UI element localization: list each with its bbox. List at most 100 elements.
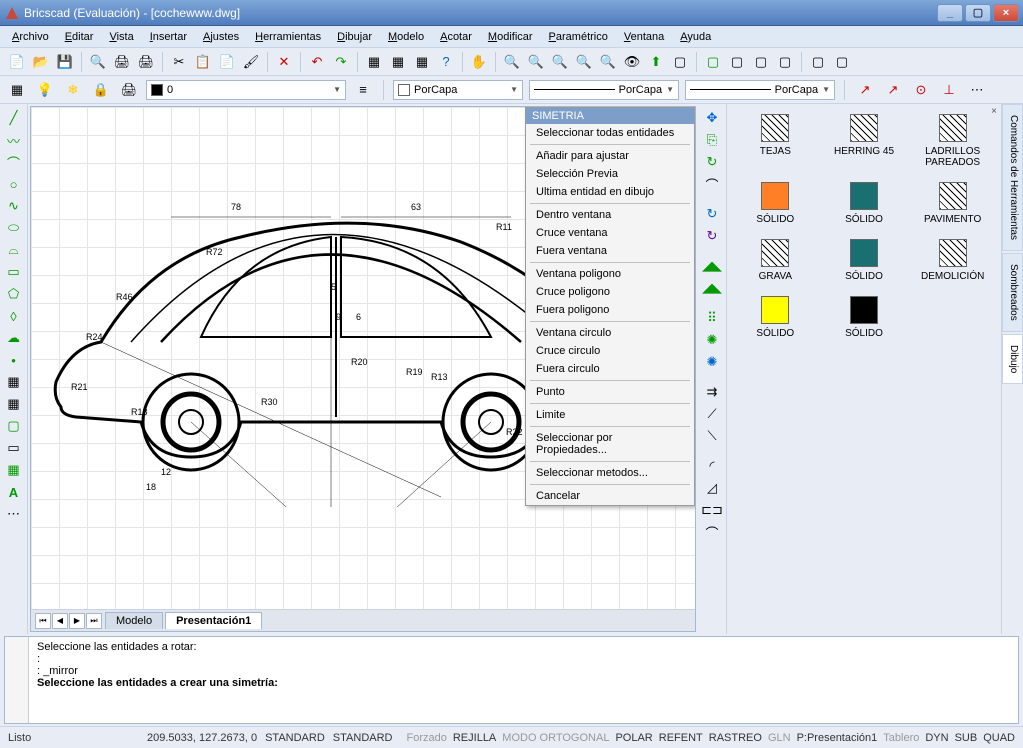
palette-item[interactable]: DEMOLICIÓN [910,235,995,286]
move-icon[interactable]: ✥ [701,108,723,128]
context-item[interactable]: Cruce poligono [526,283,694,301]
status-toggle[interactable]: SUB [955,732,978,744]
vtab-0[interactable]: Comandos de Herramientas [1002,104,1023,251]
view3d-icon[interactable]: ▢ [669,51,691,73]
palette-item[interactable]: SÓLIDO [822,178,907,229]
help-icon[interactable]: ? [435,51,457,73]
status-toggle[interactable]: RASTREO [709,732,762,744]
redo-icon[interactable]: ↷ [330,51,352,73]
palette-item[interactable]: SÓLIDO [733,178,818,229]
layer-freeze-icon[interactable]: ❄ [62,79,84,101]
layers-icon[interactable]: ≡ [352,79,374,101]
menu-modelo[interactable]: Modelo [380,29,432,45]
menu-herramientas[interactable]: Herramientas [247,29,329,45]
array3-icon[interactable]: ✺ [701,352,723,372]
trim-icon[interactable]: ⟋ [701,404,723,424]
zoom-extents-icon[interactable]: 🔍 [573,51,595,73]
layout2-icon[interactable]: ▢ [726,51,748,73]
region-icon[interactable]: ▢ [3,416,25,436]
context-item[interactable]: Seleccionar todas entidades [526,124,694,142]
vtab-2[interactable]: Dibujo [1002,334,1023,384]
menu-vista[interactable]: Vista [101,29,141,45]
ellipse-arc-icon[interactable]: ⌓ [3,240,25,260]
status-toggle[interactable]: P:Presentación1 [797,732,878,744]
close-button[interactable]: × [993,4,1019,22]
copy-icon[interactable]: 📋 [192,51,214,73]
text-icon[interactable]: A [3,482,25,502]
save-icon[interactable]: 💾 [54,51,76,73]
sheet-presentacion1[interactable]: Presentación1 [165,612,262,629]
layer-combo[interactable]: 0 ▼ [146,80,346,100]
boundary-icon[interactable]: ◊ [3,306,25,326]
context-item[interactable]: Punto [526,383,694,401]
regen-icon[interactable]: 👁 [621,51,643,73]
mirror-icon[interactable]: ◢◣ [701,256,723,276]
minimize-button[interactable]: _ [937,4,963,22]
wipeout-icon[interactable]: ▭ [3,438,25,458]
new-icon[interactable]: 📄 [6,51,28,73]
palette-item[interactable]: PAVIMENTO [910,178,995,229]
dim5-icon[interactable]: ⋯ [966,79,988,101]
cascade-icon[interactable]: ▢ [831,51,853,73]
print-icon[interactable]: 🖨 [111,51,133,73]
menu-acotar[interactable]: Acotar [432,29,480,45]
sheet-modelo[interactable]: Modelo [105,612,163,629]
undo-icon[interactable]: ↶ [306,51,328,73]
context-item[interactable]: Limite [526,406,694,424]
context-item[interactable]: Seleccionar metodos... [526,464,694,482]
layer-color-icon[interactable]: 🖨 [118,79,140,101]
palette-item[interactable]: SÓLIDO [733,292,818,343]
join-icon[interactable]: ⌒ [701,522,723,542]
dim1-icon[interactable]: ↗ [854,79,876,101]
context-item[interactable]: Fuera poligono [526,301,694,319]
palette-item[interactable]: LADRILLOS PAREADOS [910,110,995,172]
sheet-next-button[interactable]: ▶ [69,613,85,629]
context-item[interactable]: Ventana circulo [526,324,694,342]
sheet-icon[interactable]: ▦ [411,51,433,73]
palette-item[interactable]: HERRING 45 [822,110,907,172]
layout4-icon[interactable]: ▢ [774,51,796,73]
delete-icon[interactable]: ✕ [273,51,295,73]
menu-dibujar[interactable]: Dibujar [329,29,380,45]
circle-icon[interactable]: ○ [3,174,25,194]
zoom-window-icon[interactable]: 🔍 [549,51,571,73]
line-icon[interactable]: ╱ [3,108,25,128]
chamfer-icon[interactable]: ◿ [701,478,723,498]
layout1-icon[interactable]: ▢ [702,51,724,73]
menu-ayuda[interactable]: Ayuda [672,29,719,45]
menu-ajustes[interactable]: Ajustes [195,29,247,45]
status-toggle[interactable]: POLAR [615,732,652,744]
context-item[interactable]: Añadir para ajustar [526,147,694,165]
copy2-icon[interactable]: ⎘ [701,130,723,150]
menu-editar[interactable]: Editar [57,29,102,45]
context-item[interactable]: Dentro ventana [526,206,694,224]
status-toggle[interactable]: REFENT [659,732,703,744]
arc-icon[interactable]: ⌒ [3,152,25,172]
tile-icon[interactable]: ▢ [807,51,829,73]
layer-lock-icon[interactable]: 🔒 [90,79,112,101]
hatch-icon[interactable]: ▦ [3,372,25,392]
pan-icon[interactable]: ✋ [468,51,490,73]
rect-icon[interactable]: ▭ [3,262,25,282]
rotate3-icon[interactable]: ↻ [701,226,723,246]
array-icon[interactable]: ⠿ [701,308,723,328]
polyline-icon[interactable]: 〰 [3,130,25,150]
palette-item[interactable]: GRAVA [733,235,818,286]
color-combo[interactable]: PorCapa ▼ [393,80,523,100]
dim2-icon[interactable]: ↗ [882,79,904,101]
point-icon[interactable]: • [3,350,25,370]
context-item[interactable]: Ultima entidad en dibujo [526,183,694,201]
mirror2-icon[interactable]: ◢◣ [701,278,723,298]
status-toggle[interactable]: MODO ORTOGONAL [502,732,609,744]
menu-archivo[interactable]: Archivo [4,29,57,45]
palette-item[interactable]: SÓLIDO [822,235,907,286]
ellipse-icon[interactable]: ⬭ [3,218,25,238]
format-painter-icon[interactable]: 🖌 [240,51,262,73]
context-item[interactable]: Seleccionar por Propiedades... [526,429,694,459]
context-item[interactable]: Cruce circulo [526,342,694,360]
print-preview-icon[interactable]: 🔍 [87,51,109,73]
arc2-icon[interactable]: ⌒ [701,174,723,194]
sheet-first-button[interactable]: ⏮ [35,613,51,629]
polygon-icon[interactable]: ⬠ [3,284,25,304]
table-icon[interactable]: ▦ [3,460,25,480]
